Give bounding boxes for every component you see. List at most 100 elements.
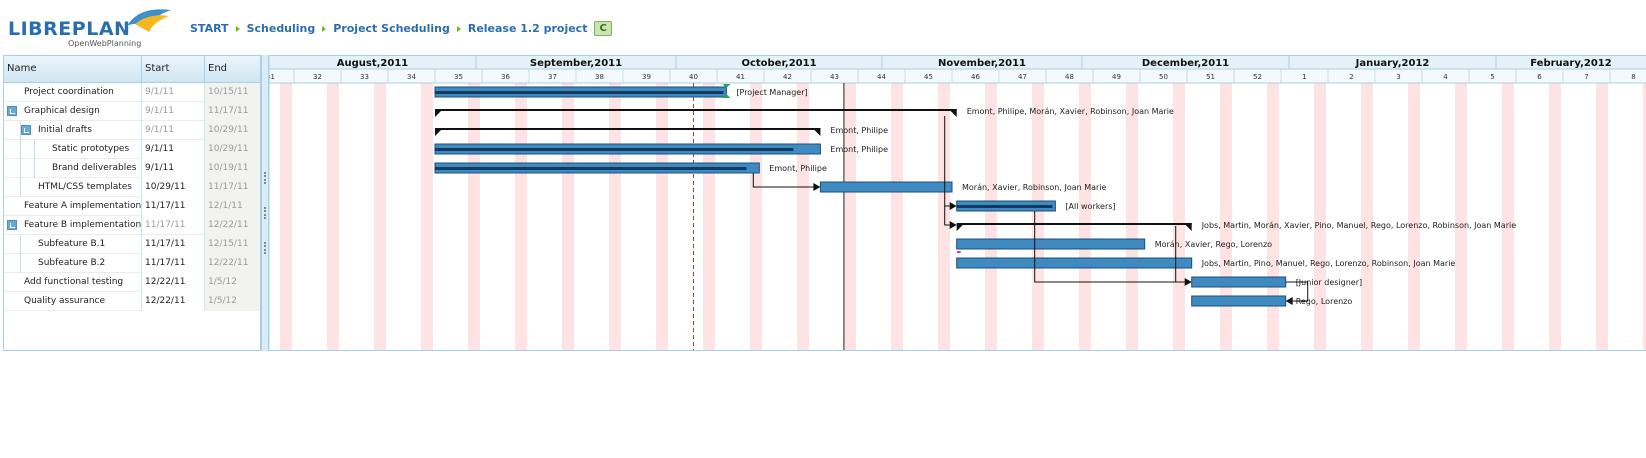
- task-resource-label: Jobs, Martin, Pino, Manuel, Rego, Lorenz…: [1201, 259, 1456, 268]
- task-bar[interactable]: [1191, 276, 1287, 288]
- task-name-cell[interactable]: Subfeature B.2: [4, 254, 142, 273]
- task-bar[interactable]: [1191, 295, 1287, 307]
- task-resource-label: Morán, Xavier, Robinson, Joan Marie: [962, 183, 1107, 192]
- tree-indent-line: [20, 178, 21, 197]
- weekend-stripe: [750, 83, 762, 350]
- month-label: February,2012: [1530, 58, 1612, 69]
- column-header-start[interactable]: Start: [142, 56, 205, 82]
- month-label: September,2011: [530, 58, 622, 69]
- week-label: 8: [1631, 73, 1635, 81]
- task-start-cell[interactable]: 10/29/11: [142, 178, 205, 197]
- month-label: August,2011: [337, 58, 409, 69]
- task-name-label: Quality assurance: [24, 296, 106, 306]
- weekend-stripe: [280, 83, 292, 350]
- task-row[interactable]: Feature B implementation 11/17/11 12/22/11: [4, 216, 260, 235]
- task-start-cell[interactable]: 12/22/11: [142, 292, 205, 311]
- task-name-cell[interactable]: Feature B implementation: [4, 216, 142, 235]
- task-resource-label: [Project Manager]: [736, 88, 807, 97]
- task-resource-label: Emont, Philipe: [830, 145, 888, 154]
- week-label: 49: [1112, 73, 1121, 81]
- task-row[interactable]: Brand deliverables 9/1/11 10/19/11: [4, 159, 260, 178]
- task-row[interactable]: Subfeature B.2 11/17/11 12/22/11: [4, 254, 260, 273]
- task-row[interactable]: Feature A implementation 11/17/11 12/1/11: [4, 197, 260, 216]
- breadcrumb-item[interactable]: Scheduling: [246, 22, 316, 35]
- task-name-cell[interactable]: Graphical design: [4, 102, 142, 121]
- breadcrumb-item[interactable]: Project Scheduling: [333, 22, 450, 35]
- breadcrumb-item[interactable]: START: [190, 22, 229, 35]
- week-label: 31: [269, 73, 275, 81]
- task-name-label: Feature A implementation: [24, 201, 142, 211]
- week-label: 5: [1490, 73, 1494, 81]
- task-name-label: Initial drafts: [38, 125, 92, 135]
- dependency-line: [1285, 281, 1309, 302]
- breadcrumb-item[interactable]: Release 1.2 project: [467, 22, 588, 35]
- column-header-end[interactable]: End: [208, 63, 228, 74]
- pane-splitter[interactable]: [261, 55, 269, 351]
- task-bar[interactable]: [956, 257, 1193, 269]
- task-name-label: Subfeature B.1: [38, 239, 106, 249]
- week-label: 52: [1253, 73, 1262, 81]
- week-label: 45: [924, 73, 933, 81]
- task-bar[interactable]: [819, 181, 953, 193]
- expand-toggle-icon[interactable]: [7, 106, 17, 116]
- task-bar[interactable]: [956, 238, 1146, 250]
- deadline-marker-icon: [722, 84, 731, 88]
- logo-tagline: OpenWebPlanning: [68, 39, 142, 48]
- weekend-stripe: [1549, 83, 1561, 350]
- task-start-cell[interactable]: 11/17/11: [142, 235, 205, 254]
- task-start-cell[interactable]: 9/1/11: [142, 140, 205, 159]
- task-name-cell[interactable]: Project coordination: [4, 83, 142, 102]
- task-start-cell[interactable]: 11/17/11: [142, 254, 205, 273]
- task-end-cell: 10/29/11: [205, 121, 260, 140]
- task-name-cell[interactable]: HTML/CSS templates: [4, 178, 142, 197]
- task-row[interactable]: Project coordination 9/1/11 10/15/11: [4, 83, 260, 102]
- week-label: 40: [689, 73, 698, 81]
- task-start-cell[interactable]: 12/22/11: [142, 273, 205, 292]
- task-row[interactable]: Initial drafts 9/1/11 10/29/11: [4, 121, 260, 140]
- tree-indent-line: [20, 235, 21, 254]
- weekend-stripe: [1173, 83, 1185, 350]
- week-label: 1: [1302, 73, 1306, 81]
- task-name-cell[interactable]: Subfeature B.1: [4, 235, 142, 254]
- gantt-canvas: August,2011 September,2011 October,2011 Nov…: [269, 56, 1646, 350]
- task-name-cell[interactable]: Brand deliverables: [4, 159, 142, 178]
- scheduling-mode-badge[interactable]: C: [594, 21, 612, 36]
- task-name-cell[interactable]: Quality assurance: [4, 292, 142, 311]
- group-end-marker-icon: [812, 128, 821, 136]
- task-name-cell[interactable]: Static prototypes: [4, 140, 142, 159]
- task-row[interactable]: HTML/CSS templates 10/29/11 11/17/11: [4, 178, 260, 197]
- weekend-stripe: [374, 83, 386, 350]
- task-name-cell[interactable]: Add functional testing: [4, 273, 142, 292]
- task-row[interactable]: Subfeature B.1 11/17/11 12/15/11: [4, 235, 260, 254]
- weekend-stripe: [703, 83, 715, 350]
- task-row[interactable]: Add functional testing 12/22/11 1/5/12: [4, 273, 260, 292]
- task-end-cell: 1/5/12: [205, 273, 260, 292]
- task-row[interactable]: Quality assurance 12/22/11 1/5/12: [4, 292, 260, 311]
- expand-toggle-icon[interactable]: [7, 220, 17, 230]
- task-row[interactable]: Static prototypes 9/1/11 10/29/11: [4, 140, 260, 159]
- dependency-line: [944, 206, 950, 226]
- task-name-cell[interactable]: Feature A implementation: [4, 197, 142, 216]
- expand-toggle-icon[interactable]: [21, 125, 31, 135]
- deadline-marker-icon: [722, 94, 731, 98]
- task-name-cell[interactable]: Initial drafts: [4, 121, 142, 140]
- group-summary-bar[interactable]: [956, 223, 1192, 225]
- tree-indent-line: [20, 254, 21, 273]
- task-end-cell: 12/1/11: [205, 197, 260, 216]
- tree-indent-line: [34, 140, 35, 159]
- group-summary-bar[interactable]: [435, 109, 957, 111]
- weekend-stripe: [797, 83, 809, 350]
- group-summary-bar[interactable]: [435, 128, 821, 130]
- libreplan-logo[interactable]: LIBREPLAN OpenWebPlanning: [8, 6, 171, 48]
- week-label: 3: [1396, 73, 1400, 81]
- task-row[interactable]: Graphical design 9/1/11 11/17/11: [4, 102, 260, 121]
- task-end-cell: 12/22/11: [205, 216, 260, 235]
- task-start-cell[interactable]: 9/1/11: [142, 159, 205, 178]
- column-header-name[interactable]: Name: [4, 56, 142, 82]
- week-label: 42: [783, 73, 792, 81]
- task-start-cell[interactable]: 11/17/11: [142, 197, 205, 216]
- task-start-cell: 9/1/11: [142, 83, 205, 102]
- tree-indent-line: [20, 121, 21, 140]
- task-end-cell: 11/17/11: [205, 178, 260, 197]
- week-label: 39: [642, 73, 651, 81]
